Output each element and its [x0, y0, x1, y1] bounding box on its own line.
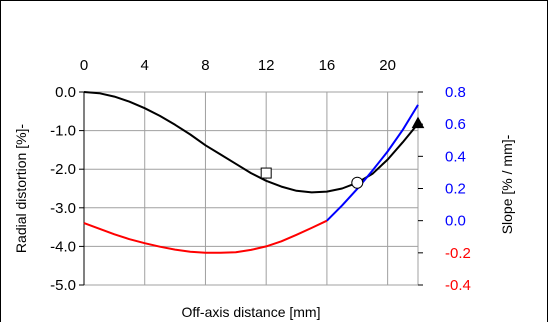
- x-tick-label: 8: [201, 57, 209, 74]
- y-tick-label: -3.0: [50, 200, 76, 217]
- circle-marker: [351, 176, 364, 189]
- y-axis-ticks: 0.0 -1.0 -2.0 -3.0 -4.0 -5.0: [50, 84, 85, 294]
- x-tick-label: 12: [258, 57, 275, 74]
- y2-tick-label: 0.2: [445, 181, 466, 198]
- y-tick-label: 0.0: [55, 84, 76, 101]
- x-tick-label: 0: [80, 57, 88, 74]
- x-tick-label: 4: [141, 57, 149, 74]
- square-marker: [260, 167, 272, 179]
- series-line: [83, 219, 328, 254]
- y2-tick-label: 0.0: [445, 213, 466, 230]
- series-line: [326, 104, 419, 222]
- y-tick-label: -2.0: [50, 161, 76, 178]
- y2-tick-label: -0.4: [445, 277, 471, 294]
- y-tick-label: -5.0: [50, 277, 76, 294]
- y2-tick-label: -0.2: [445, 245, 471, 262]
- y-axis-title: Radial distortion [%]-: [13, 124, 29, 254]
- y-tick-label: -4.0: [50, 238, 76, 255]
- triangle-marker: [411, 116, 425, 129]
- y-tick-label: -1.0: [50, 123, 76, 140]
- data-series: [83, 91, 419, 254]
- y2-axis-ticks: 0.8 0.6 0.4 0.2 0.0 -0.2 -0.4: [418, 84, 471, 294]
- y2-tick-label: 0.4: [445, 148, 466, 165]
- y2-tick-label: 0.8: [445, 84, 466, 101]
- y2-tick-label: 0.6: [445, 116, 466, 133]
- x-tick-label: 20: [379, 57, 396, 74]
- data-markers: [260, 116, 425, 189]
- x-axis-ticks: 0 4 8 12 16 20: [80, 57, 396, 74]
- y2-axis-title: Slope [% / mm]-: [499, 134, 515, 234]
- x-tick-label: 16: [319, 57, 336, 74]
- x-axis-title: Off-axis distance [mm]: [181, 304, 320, 320]
- grid-lines: [83, 91, 419, 286]
